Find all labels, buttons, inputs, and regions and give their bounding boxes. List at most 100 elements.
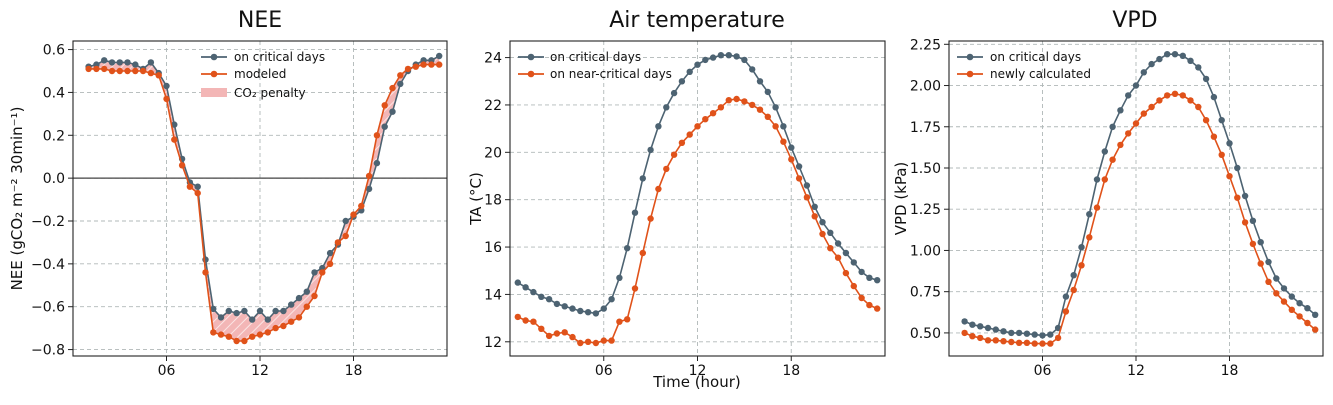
data-point (1140, 69, 1148, 76)
data-point (350, 211, 357, 218)
legend-critical-marker (966, 53, 974, 61)
y-tick-label: 1.50 (910, 161, 941, 177)
data-point (147, 69, 155, 77)
vpd-ylabel: VPD (kPa) (892, 162, 910, 236)
data-point (1280, 285, 1288, 292)
data-point (1070, 272, 1077, 279)
data-point (1140, 110, 1148, 117)
data-point (647, 215, 654, 222)
data-point (842, 249, 850, 257)
series-line (964, 53, 1316, 337)
data-point (210, 329, 217, 336)
data-point (772, 123, 779, 130)
x-tick-label: 06 (1034, 363, 1052, 379)
data-point (93, 65, 100, 73)
data-point (647, 146, 654, 154)
data-point (795, 175, 803, 182)
data-point (1179, 92, 1187, 99)
data-point (866, 301, 873, 309)
data-point (1288, 293, 1296, 300)
data-point (1171, 90, 1179, 98)
data-point (969, 321, 976, 328)
data-point (303, 303, 310, 310)
data-point (788, 156, 795, 163)
data-point (992, 326, 999, 333)
vpd-grid (949, 41, 1323, 356)
data-point (764, 88, 771, 96)
data-point (1304, 319, 1311, 327)
data-point (1132, 120, 1140, 127)
nee-panel: NEE 06 12 18 −0.8 −0.6 −0.4 −0.2 0.0 0.2 0.4 0.6 N… (8, 8, 448, 379)
data-point (389, 84, 396, 92)
data-point (295, 314, 303, 321)
data-point (663, 165, 670, 173)
data-point (1125, 130, 1132, 137)
data-point (124, 67, 131, 75)
data-point (389, 108, 396, 115)
legend-near-critical-marker (527, 70, 535, 78)
data-point (241, 307, 248, 315)
data-point (171, 136, 178, 143)
data-point (1265, 258, 1272, 266)
data-point (850, 282, 857, 290)
data-point (420, 61, 427, 68)
nee-ylabel: NEE (gCO₂ m⁻² 30min⁻¹) (8, 107, 26, 291)
data-point (725, 52, 732, 59)
data-point (1148, 103, 1155, 111)
data-point (1023, 330, 1031, 337)
vpd-axes: 06 12 18 0.50 0.75 1.00 1.25 1.50 1.75 2.00 2.25 (910, 37, 1239, 379)
data-point (210, 305, 217, 313)
data-point (616, 318, 623, 325)
data-point (1015, 339, 1023, 346)
legend-critical-marker (527, 53, 535, 61)
vpd-panel: VPD 06 12 18 0.50 0.75 1.00 1.25 1.50 1.75 2.00 2.… (892, 8, 1324, 379)
x-tick-label: 12 (251, 363, 269, 379)
data-point (1008, 338, 1015, 346)
data-point (819, 230, 826, 238)
data-point (858, 268, 865, 276)
data-point (819, 219, 826, 226)
data-point (631, 209, 639, 216)
data-point (1109, 123, 1116, 130)
data-point (147, 59, 155, 66)
data-point (101, 65, 108, 73)
nee-axes: 06 12 18 −0.8 −0.6 −0.4 −0.2 0.0 0.2 0.4 0.6 (31, 43, 362, 379)
data-point (217, 314, 225, 321)
data-point (984, 337, 992, 344)
ta-xlabel: Time (hour) (652, 373, 741, 391)
data-point (256, 307, 264, 315)
data-point (1047, 331, 1054, 338)
data-point (811, 203, 818, 210)
data-point (514, 279, 521, 286)
data-point (1218, 151, 1225, 158)
data-point (538, 325, 545, 332)
y-tick-label: 1.25 (910, 202, 941, 218)
ta-ylabel: TA (°C) (467, 172, 485, 226)
y-tick-label: −0.8 (31, 343, 65, 359)
data-point (961, 329, 968, 337)
data-point (874, 305, 881, 312)
data-point (553, 330, 561, 337)
data-point (639, 175, 646, 182)
data-point (365, 185, 373, 193)
data-point (1078, 262, 1085, 269)
data-point (984, 324, 992, 332)
data-point (1156, 55, 1163, 63)
y-tick-label: 2.25 (910, 37, 941, 53)
data-point (1187, 57, 1194, 64)
data-point (631, 285, 639, 292)
data-point (225, 307, 232, 315)
legend-newly-calculated-marker (966, 70, 974, 78)
data-point (85, 65, 92, 73)
data-point (108, 59, 116, 66)
data-point (428, 61, 435, 68)
data-point (233, 309, 240, 317)
data-point (381, 102, 388, 109)
data-point (1257, 260, 1264, 267)
data-point (803, 182, 811, 189)
data-point (1202, 75, 1210, 83)
data-point (1062, 308, 1070, 315)
data-point (1187, 97, 1194, 104)
data-point (717, 104, 725, 111)
nee-series (85, 52, 443, 345)
